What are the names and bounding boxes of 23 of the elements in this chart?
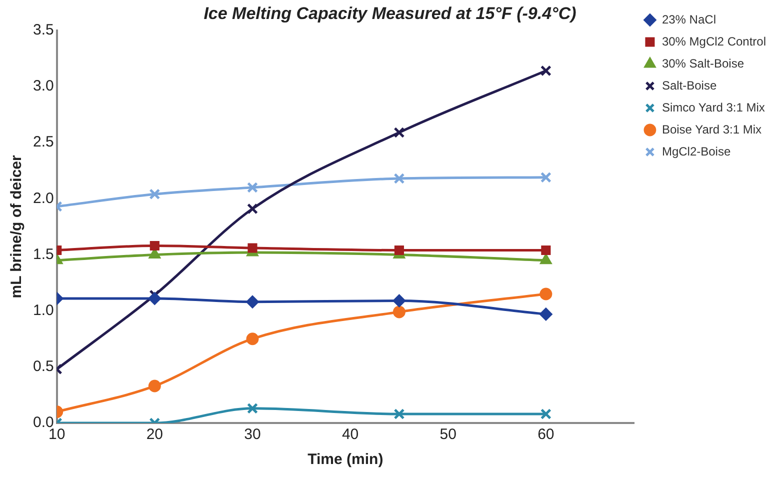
x-tick-label: 10 (48, 426, 66, 444)
legend-label: Boise Yard 3:1 Mix (662, 122, 762, 136)
legend-label: Simco Yard 3:1 Mix (662, 100, 765, 114)
legend-label: 30% Salt-Boise (662, 56, 744, 70)
y-tick-label: 3.0 (32, 78, 54, 95)
x-tick-label: 60 (538, 426, 554, 444)
y-tick-label: 3.5 (32, 22, 54, 39)
y-tick-label: 0.5 (32, 358, 54, 376)
x-tick-label: 30 (244, 426, 261, 444)
y-tick-label: 1.5 (32, 246, 54, 263)
legend-label: Salt-Boise (662, 78, 717, 92)
y-tick-label: 1.0 (32, 302, 54, 319)
x-tick-label: 50 (440, 426, 456, 444)
y-axis-title: mL brine/g of deicer (8, 155, 26, 298)
y-tick-label: 2.5 (32, 134, 54, 151)
x-tick-label: 40 (342, 426, 359, 444)
x-axis-title: Time (min) (308, 451, 384, 468)
y-tick-label: 2.0 (32, 190, 54, 207)
legend-label: 23% NaCl (662, 12, 716, 26)
x-tick-label: 20 (146, 426, 164, 444)
legend-label: 30% MgCl2 Control (662, 34, 766, 48)
chart-title: Ice Melting Capacity Measured at 15°F (-9.4°C) (204, 4, 577, 23)
legend-label: MgCl2-Boise (662, 144, 731, 158)
